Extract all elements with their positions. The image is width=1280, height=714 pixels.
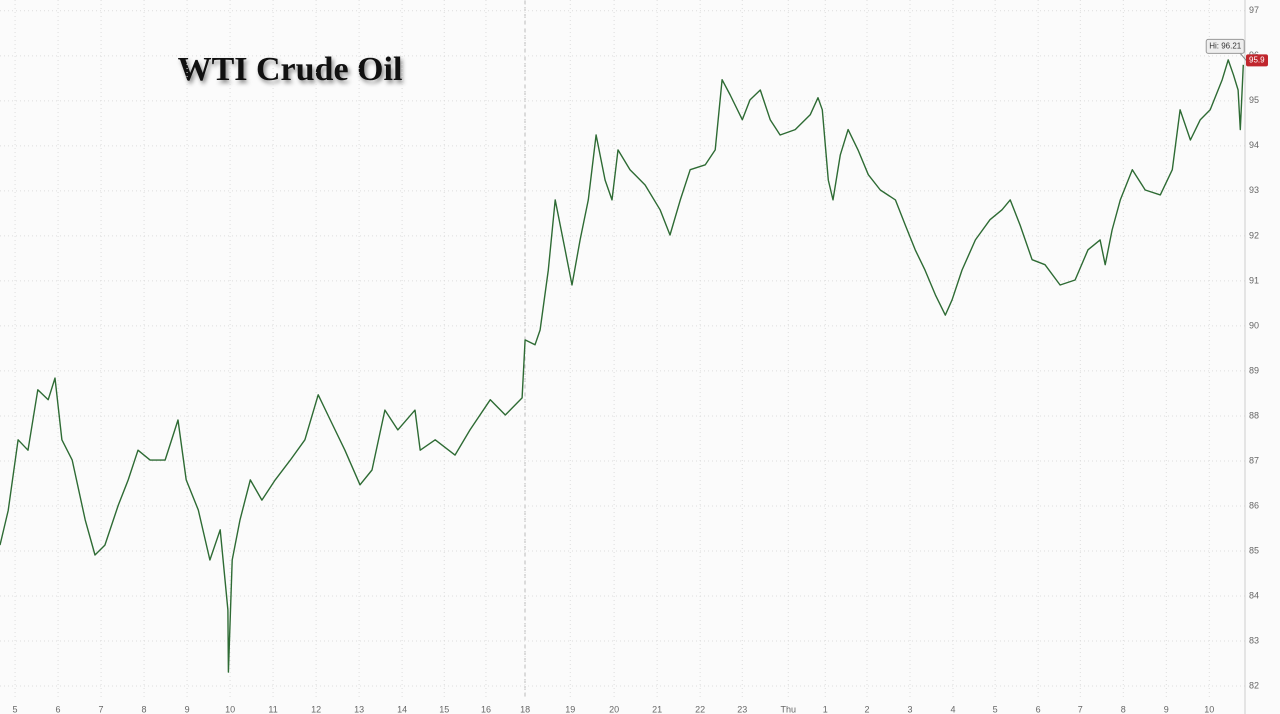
x-tick-label: 16 (481, 704, 491, 714)
y-tick-label: 88 (1249, 410, 1259, 420)
price-line (0, 59, 1244, 673)
y-tick-label: 84 (1249, 590, 1259, 600)
y-tick-label: 91 (1249, 275, 1259, 285)
x-tick-label: 22 (695, 704, 705, 714)
high-label: Hi: 96.21 (1209, 41, 1242, 50)
x-tick-label: 13 (354, 704, 364, 714)
x-tick-label: 3 (907, 704, 912, 714)
x-tick-label: 8 (1121, 704, 1126, 714)
x-tick-label: 2 (864, 704, 869, 714)
x-tick-label: 19 (565, 704, 575, 714)
y-tick-label: 93 (1249, 185, 1259, 195)
x-tick-label: 1 (823, 704, 828, 714)
x-tick-label: 12 (311, 704, 321, 714)
y-tick-label: 82 (1249, 680, 1259, 690)
y-tick-label: 89 (1249, 365, 1259, 375)
x-tick-label: 6 (56, 704, 61, 714)
x-tick-label: 9 (1164, 704, 1169, 714)
x-tick-label: 23 (737, 704, 747, 714)
x-tick-label: 21 (652, 704, 662, 714)
y-tick-label: 83 (1249, 635, 1259, 645)
y-tick-label: 90 (1249, 320, 1259, 330)
y-tick-label: 94 (1249, 140, 1259, 150)
y-tick-label: 97 (1249, 5, 1259, 15)
y-tick-label: 86 (1249, 500, 1259, 510)
last-price-badge (1246, 54, 1268, 67)
y-tick-label: 85 (1249, 545, 1259, 555)
high-marker (1239, 53, 1247, 61)
x-tick-label: 18 (520, 704, 530, 714)
x-tick-label: 5 (993, 704, 998, 714)
x-tick-label: 10 (1204, 704, 1214, 714)
x-tick-label: 8 (142, 704, 147, 714)
x-tick-label: 7 (99, 704, 104, 714)
chart-title: WTI Crude Oil (178, 51, 403, 88)
y-tick-label: 92 (1249, 230, 1259, 240)
x-tick-label: 14 (397, 704, 407, 714)
y-tick-label: 87 (1249, 455, 1259, 465)
y-tick-label: 95 (1249, 95, 1259, 105)
x-tick-label: 10 (225, 704, 235, 714)
x-tick-label: 5 (13, 704, 18, 714)
x-tick-label: 9 (185, 704, 190, 714)
x-tick-label: 7 (1078, 704, 1083, 714)
x-tick-label: 11 (268, 704, 277, 714)
x-tick-label: 4 (950, 704, 955, 714)
last-price-label: 95.9 (1249, 55, 1265, 64)
x-tick-label: 6 (1036, 704, 1041, 714)
x-tick-label: Thu (781, 704, 797, 714)
x-tick-label: 20 (609, 704, 619, 714)
x-tick-label: 15 (439, 704, 449, 714)
high-box (1205, 38, 1245, 54)
